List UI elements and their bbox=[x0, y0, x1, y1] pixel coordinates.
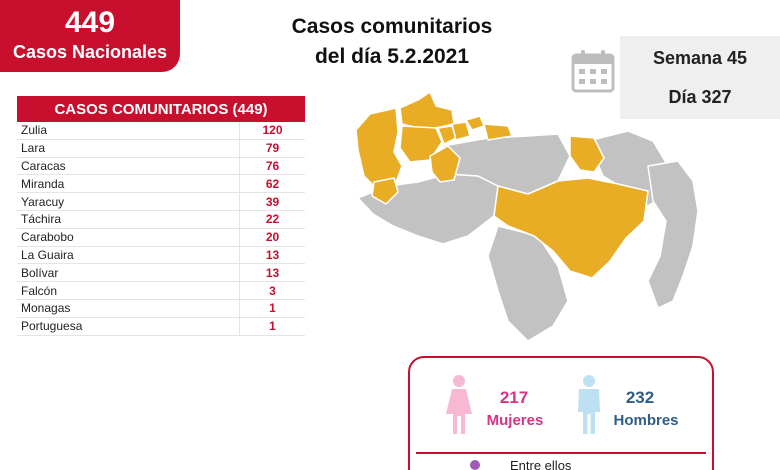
community-cases-table: CASOS COMUNITARIOS (449) Zulia 120 Lara 79… bbox=[17, 96, 305, 336]
national-cases-badge: 449 Casos Nacionales bbox=[0, 0, 180, 72]
table-row: Caracas 76 bbox=[17, 157, 305, 176]
map-state-bolivar bbox=[493, 177, 649, 279]
state-count: 1 bbox=[239, 317, 305, 335]
map-state-falcon bbox=[399, 91, 455, 129]
map-state-carabobo bbox=[451, 121, 471, 141]
state-name: Falcón bbox=[21, 283, 58, 298]
state-name: Monagas bbox=[21, 301, 71, 316]
day-label: Día 327 bbox=[620, 75, 780, 119]
gender-divider bbox=[416, 452, 706, 454]
bullet-dot bbox=[470, 460, 480, 470]
table-row: La Guaira 13 bbox=[17, 246, 305, 265]
map-state-monagas bbox=[569, 135, 605, 173]
map-state-zulia bbox=[355, 107, 403, 191]
state-count: 22 bbox=[239, 210, 305, 228]
week-label: Semana 45 bbox=[620, 36, 780, 80]
entre-ellos-label: Entre ellos bbox=[510, 458, 572, 470]
state-name: Portuguesa bbox=[21, 319, 83, 334]
female-label: Mujeres bbox=[486, 412, 544, 429]
table-header: CASOS COMUNITARIOS (449) bbox=[17, 96, 305, 122]
state-count: 76 bbox=[239, 157, 305, 175]
state-name: Bolívar bbox=[21, 265, 59, 280]
table-row: Monagas 1 bbox=[17, 299, 305, 318]
state-name: Miranda bbox=[21, 176, 65, 191]
page-title: Casos comunitarios del día 5.2.2021 bbox=[260, 12, 524, 72]
title-line-2: del día 5.2.2021 bbox=[314, 45, 470, 68]
venezuela-map bbox=[355, 91, 699, 342]
state-count: 20 bbox=[239, 228, 305, 246]
map-state-miranda bbox=[483, 123, 513, 141]
national-cases-count: 449 bbox=[64, 6, 116, 39]
state-name: Táchira bbox=[21, 212, 62, 227]
table-row: Yaracuy 39 bbox=[17, 193, 305, 211]
map-state-caracas bbox=[465, 115, 485, 131]
gender-panel: 217 Mujeres 232 Hombres Entre ellos bbox=[408, 356, 714, 470]
calendar-icon bbox=[571, 50, 615, 93]
state-name: Zulia bbox=[21, 123, 48, 138]
state-name: Lara bbox=[21, 141, 46, 156]
title-line-1: Casos comunitarios bbox=[291, 15, 493, 38]
map-region-delta-grey bbox=[647, 160, 699, 309]
table-row: Táchira 22 bbox=[17, 210, 305, 229]
state-count: 3 bbox=[239, 282, 305, 299]
state-count: 39 bbox=[239, 193, 305, 210]
table-row: Falcón 3 bbox=[17, 282, 305, 300]
map-region-amazonas-grey bbox=[487, 225, 569, 342]
state-count: 13 bbox=[239, 246, 305, 264]
table-row: Zulia 120 bbox=[17, 122, 305, 140]
state-count: 13 bbox=[239, 264, 305, 282]
state-name: Caracas bbox=[21, 158, 66, 173]
table-row: Portuguesa 1 bbox=[17, 317, 305, 336]
map-state-portuguesa bbox=[429, 145, 461, 183]
state-name: Yaracuy bbox=[21, 194, 65, 209]
table-row: Carabobo 20 bbox=[17, 228, 305, 247]
female-person-icon bbox=[446, 375, 472, 434]
table-row: Lara 79 bbox=[17, 139, 305, 158]
female-count: 217 bbox=[499, 388, 529, 407]
male-label: Hombres bbox=[613, 412, 679, 429]
male-count: 232 bbox=[625, 388, 655, 407]
national-cases-label: Casos Nacionales bbox=[12, 42, 168, 62]
state-name: La Guaira bbox=[21, 247, 74, 262]
state-count: 62 bbox=[239, 175, 305, 193]
male-person-icon bbox=[578, 375, 600, 434]
table-row: Miranda 62 bbox=[17, 175, 305, 194]
state-count: 1 bbox=[239, 299, 305, 317]
state-name: Carabobo bbox=[21, 230, 74, 245]
state-count: 79 bbox=[239, 139, 305, 157]
map-state-tachira bbox=[371, 177, 399, 205]
state-count: 120 bbox=[239, 122, 305, 139]
table-row: Bolívar 13 bbox=[17, 264, 305, 283]
